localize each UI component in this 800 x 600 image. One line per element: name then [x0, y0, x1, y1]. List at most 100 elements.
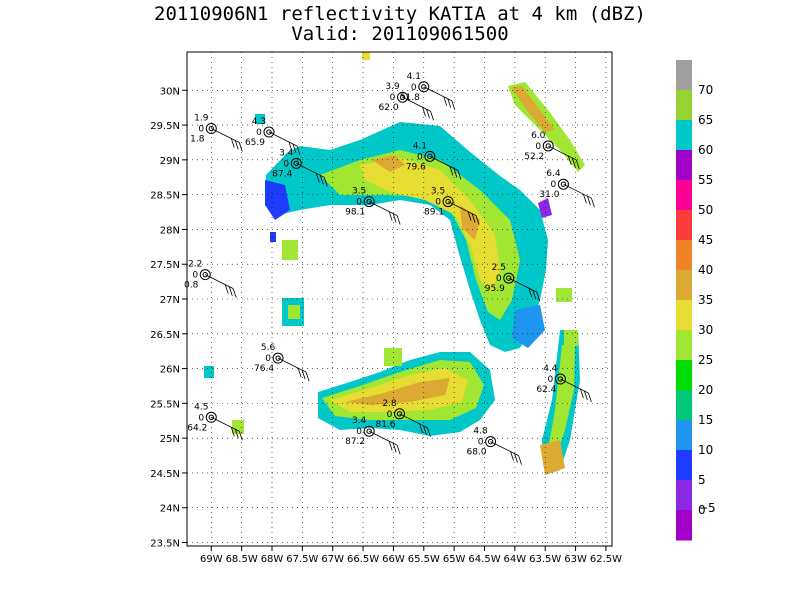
- wind-barb-flag: [567, 155, 572, 166]
- station-zero: 0: [356, 198, 362, 208]
- x-tick-label: 62.5W: [590, 554, 622, 565]
- station-zero: 0: [535, 142, 541, 152]
- station-circle: [199, 269, 211, 281]
- wind-barb-staff: [368, 430, 398, 446]
- colorbar-swatch: [676, 90, 692, 121]
- x-tick-label: 63W: [564, 554, 587, 565]
- station-circle: [542, 140, 554, 152]
- wind-barb-flag: [392, 213, 397, 223]
- wind-barb-flag: [234, 429, 239, 439]
- y-tick-label: 28N: [160, 225, 180, 236]
- station-bottom-value: 51.8: [400, 93, 420, 103]
- wind-barb-flag: [296, 145, 301, 156]
- x-tick-label: 67W: [321, 554, 344, 565]
- station-zero: 0: [548, 375, 554, 385]
- colorbar-swatch: [676, 270, 692, 301]
- colorbar-label: 70: [698, 83, 713, 97]
- station-zero: 0: [417, 152, 423, 162]
- wind-barb-staff: [563, 183, 592, 199]
- x-tick-label: 65W: [443, 554, 466, 565]
- wind-barb-flag: [392, 443, 397, 453]
- wind-barb-flag: [467, 211, 472, 221]
- x-tick-label: 64.5W: [468, 554, 500, 565]
- station-inner-circle: [421, 84, 427, 90]
- station-zero: 0: [265, 354, 271, 364]
- station-zero: 0: [356, 427, 362, 437]
- wind-barb-staff: [205, 274, 234, 290]
- wind-barb-flag: [532, 290, 537, 300]
- wind-barb-flag: [427, 427, 431, 437]
- colorbar-label: 25: [698, 353, 713, 367]
- x-tick-label: 66.5W: [347, 554, 379, 565]
- y-tick-label: 29.5N: [150, 121, 180, 132]
- wind-barb-flag: [528, 288, 533, 298]
- station-bottom-value: 79.6: [406, 162, 426, 172]
- station-circle: [272, 352, 284, 364]
- wind-barb-flag: [319, 175, 324, 185]
- wind-barb-flag: [447, 98, 452, 108]
- wind-barb-flag: [305, 372, 310, 382]
- station-top-value: 1.9: [194, 114, 209, 124]
- station-inner-circle: [366, 428, 372, 434]
- station-plot: 2.200.8: [184, 260, 237, 298]
- colorbar-label: −5: [698, 501, 716, 515]
- colorbar-label: 45: [698, 233, 713, 247]
- colorbar-label: 50: [698, 203, 713, 217]
- station-zero: 0: [256, 128, 262, 138]
- station-top-value: 2.5: [492, 263, 506, 273]
- station-inner-circle: [427, 153, 433, 160]
- station-inner-circle: [506, 275, 512, 281]
- wind-barb-flag: [536, 292, 541, 302]
- wind-barb-staff: [490, 441, 519, 456]
- wind-barb-flag: [591, 198, 595, 208]
- wind-barb-staff: [211, 128, 240, 143]
- wind-barb-flag: [457, 170, 462, 180]
- wind-barb-staff: [399, 413, 428, 429]
- wind-barb-flag: [230, 427, 235, 437]
- station-inner-circle: [275, 355, 281, 361]
- wind-barb-flag: [238, 431, 243, 441]
- station-inner-circle: [545, 143, 551, 149]
- station-inner-circle: [366, 198, 372, 205]
- colorbar-label: 55: [698, 173, 713, 187]
- y-tick-label: 27N: [160, 295, 180, 306]
- station-inner-circle: [487, 438, 494, 445]
- wind-barb-flag: [396, 215, 401, 225]
- station-circle: [485, 436, 497, 448]
- wind-barb-staff: [429, 156, 459, 171]
- station-top-value: 6.4: [546, 169, 561, 179]
- wind-barb-flag: [292, 143, 297, 154]
- station-top-value: 4.8: [473, 427, 488, 437]
- colorbar-swatch: [676, 240, 692, 271]
- station-plot: 1.901.8: [190, 114, 243, 152]
- station-inner-circle: [557, 376, 564, 382]
- colorbar-swatch: [676, 300, 692, 331]
- colorbar-swatch: [676, 60, 692, 91]
- station-top-value: 3.5: [431, 187, 445, 197]
- y-tick-label: 23.5N: [150, 539, 180, 550]
- x-tick-label: 67.5W: [286, 554, 318, 565]
- station-top-value: 3.9: [385, 82, 400, 92]
- station-bottom-value: 62.0: [379, 103, 399, 113]
- station-bottom-value: 95.9: [485, 284, 505, 294]
- station-circle: [205, 123, 217, 135]
- y-tick-label: 26N: [160, 365, 180, 376]
- station-top-value: 4.4: [543, 364, 558, 374]
- station-zero: 0: [551, 180, 557, 190]
- station-circle: [205, 411, 217, 423]
- wind-barb-flag: [588, 392, 592, 403]
- station-bottom-value: 81.6: [375, 420, 395, 430]
- station-bottom-value: 52.2: [524, 152, 544, 162]
- station-top-value: 3.4: [279, 148, 294, 158]
- colorbar-label: 0: [698, 503, 706, 517]
- y-tick-label: 28.5N: [150, 191, 180, 202]
- station-top-value: 4.1: [413, 141, 427, 151]
- wind-barb-flag: [423, 425, 427, 435]
- station-bottom-value: 64.2: [187, 423, 207, 433]
- wind-barb-flag: [230, 138, 235, 148]
